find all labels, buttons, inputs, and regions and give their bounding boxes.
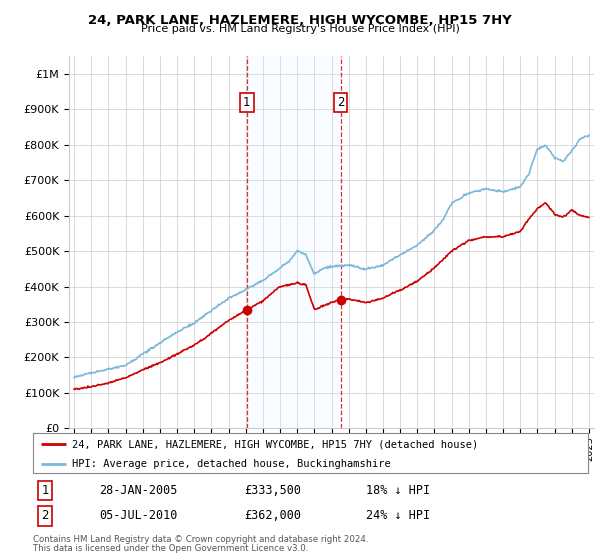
Text: 24, PARK LANE, HAZLEMERE, HIGH WYCOMBE, HP15 7HY (detached house): 24, PARK LANE, HAZLEMERE, HIGH WYCOMBE, …: [72, 439, 478, 449]
Text: £362,000: £362,000: [244, 509, 301, 522]
Text: 24% ↓ HPI: 24% ↓ HPI: [366, 509, 430, 522]
Bar: [247, 56, 341, 428]
Text: 28-JAN-2005: 28-JAN-2005: [100, 484, 178, 497]
Text: 05-JUL-2010: 05-JUL-2010: [100, 509, 178, 522]
Text: 2: 2: [337, 96, 344, 109]
Text: This data is licensed under the Open Government Licence v3.0.: This data is licensed under the Open Gov…: [33, 544, 308, 553]
Text: HPI: Average price, detached house, Buckinghamshire: HPI: Average price, detached house, Buck…: [72, 459, 391, 469]
Text: Price paid vs. HM Land Registry's House Price Index (HPI): Price paid vs. HM Land Registry's House …: [140, 24, 460, 34]
Text: 1: 1: [41, 484, 49, 497]
Text: 2: 2: [41, 509, 49, 522]
Text: 1: 1: [243, 96, 251, 109]
Text: 18% ↓ HPI: 18% ↓ HPI: [366, 484, 430, 497]
Text: Contains HM Land Registry data © Crown copyright and database right 2024.: Contains HM Land Registry data © Crown c…: [33, 535, 368, 544]
Text: 24, PARK LANE, HAZLEMERE, HIGH WYCOMBE, HP15 7HY: 24, PARK LANE, HAZLEMERE, HIGH WYCOMBE, …: [88, 14, 512, 27]
Text: £333,500: £333,500: [244, 484, 301, 497]
